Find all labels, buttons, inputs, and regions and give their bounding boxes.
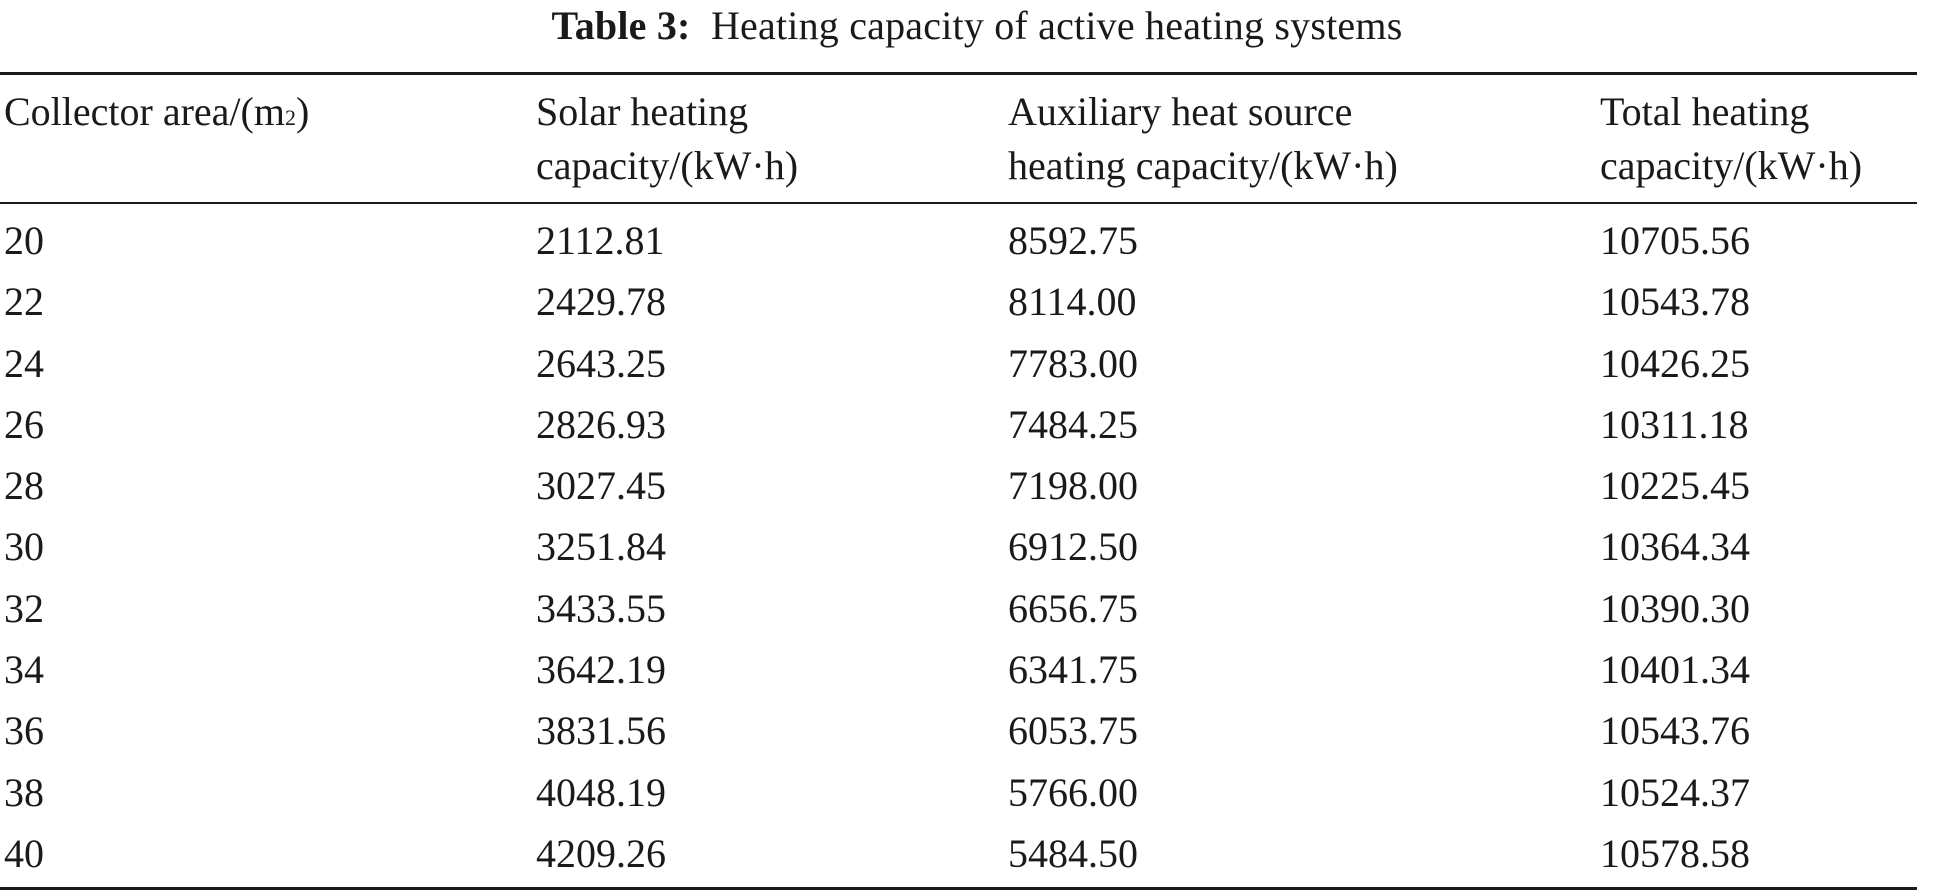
header-total-heating-capacity: Total heating capacity/(kW·h): [1600, 89, 1863, 188]
cell-solar-heating: 3831.56: [536, 708, 666, 754]
cell-auxiliary-heating: 5766.00: [1008, 769, 1138, 815]
table-caption: Table 3: Heating capacity of active heat…: [0, 0, 1954, 56]
cell-solar-heating: 3027.45: [536, 463, 666, 509]
table-bottom-rule: [0, 887, 1917, 890]
cell-total-heating: 10401.34: [1600, 647, 1750, 693]
table-row: 38 4048.19 5766.00 10524.37: [0, 762, 1917, 823]
table-row: 30 3251.84 6912.50 10364.34: [0, 516, 1917, 577]
header-superscript: 2: [284, 105, 296, 130]
table-row: 32 3433.55 6656.75 10390.30: [0, 578, 1917, 639]
cell-collector-area: 26: [4, 401, 44, 447]
cell-solar-heating: 4209.26: [536, 830, 666, 876]
cell-solar-heating: 3251.84: [536, 524, 666, 570]
cell-auxiliary-heating: 7198.00: [1008, 463, 1138, 509]
cell-total-heating: 10426.25: [1600, 340, 1750, 386]
cell-collector-area: 20: [4, 218, 44, 263]
cell-auxiliary-heating: 6053.75: [1008, 708, 1138, 754]
cell-collector-area: 38: [4, 769, 44, 815]
table-body: 20 2112.81 8592.75 10705.56 22 2429.78 8…: [0, 210, 1917, 884]
cell-solar-heating: 2826.93: [536, 401, 666, 447]
cell-collector-area: 28: [4, 463, 44, 509]
cell-auxiliary-heating: 6341.75: [1008, 647, 1138, 693]
header-auxiliary-heating-capacity: Auxiliary heat source heating capacity/(…: [1008, 89, 1398, 188]
cell-auxiliary-heating: 8592.75: [1008, 218, 1138, 263]
cell-total-heating: 10578.58: [1600, 830, 1750, 876]
cell-solar-heating: 3642.19: [536, 647, 666, 693]
cell-auxiliary-heating: 7783.00: [1008, 340, 1138, 386]
table-row: 40 4209.26 5484.50 10578.58: [0, 823, 1917, 884]
cell-auxiliary-heating: 6912.50: [1008, 524, 1138, 570]
table-row: 20 2112.81 8592.75 10705.56: [0, 210, 1917, 271]
table-row: 24 2643.25 7783.00 10426.25: [0, 333, 1917, 394]
header-solar-heating-capacity: Solar heating capacity/(kW·h): [536, 89, 799, 188]
cell-collector-area: 36: [4, 708, 44, 754]
cell-solar-heating: 2429.78: [536, 279, 666, 325]
table-row: 26 2826.93 7484.25 10311.18: [0, 394, 1917, 455]
table-row: 22 2429.78 8114.00 10543.78: [0, 271, 1917, 332]
cell-auxiliary-heating: 7484.25: [1008, 401, 1138, 447]
table-caption-label: Table 3:: [551, 3, 691, 48]
table-row: 28 3027.45 7198.00 10225.45: [0, 455, 1917, 516]
cell-total-heating: 10524.37: [1600, 769, 1750, 815]
cell-collector-area: 34: [4, 647, 44, 693]
cell-auxiliary-heating: 6656.75: [1008, 585, 1138, 631]
cell-auxiliary-heating: 8114.00: [1008, 279, 1137, 325]
cell-solar-heating: 3433.55: [536, 585, 666, 631]
table-top-rule: [0, 72, 1917, 75]
cell-solar-heating: 4048.19: [536, 769, 666, 815]
cell-collector-area: 30: [4, 524, 44, 570]
cell-collector-area: 22: [4, 279, 44, 325]
cell-collector-area: 32: [4, 585, 44, 631]
table-header-rule: [0, 202, 1917, 204]
cell-auxiliary-heating: 5484.50: [1008, 830, 1138, 876]
cell-total-heating: 10705.56: [1600, 218, 1750, 263]
table-row: 36 3831.56 6053.75 10543.76: [0, 700, 1917, 761]
cell-total-heating: 10390.30: [1600, 585, 1750, 631]
cell-collector-area: 40: [4, 830, 44, 876]
cell-total-heating: 10225.45: [1600, 463, 1750, 509]
cell-total-heating: 10364.34: [1600, 524, 1750, 570]
cell-total-heating: 10543.78: [1600, 279, 1750, 325]
cell-total-heating: 10311.18: [1600, 401, 1749, 447]
header-collector-area: Collector area/(m2): [4, 89, 310, 134]
table-row: 34 3642.19 6341.75 10401.34: [0, 639, 1917, 700]
cell-collector-area: 24: [4, 340, 44, 386]
cell-solar-heating: 2643.25: [536, 340, 666, 386]
table-caption-text: Heating capacity of active heating syste…: [710, 3, 1403, 48]
cell-solar-heating: 2112.81: [536, 218, 665, 263]
cell-total-heating: 10543.76: [1600, 708, 1750, 754]
